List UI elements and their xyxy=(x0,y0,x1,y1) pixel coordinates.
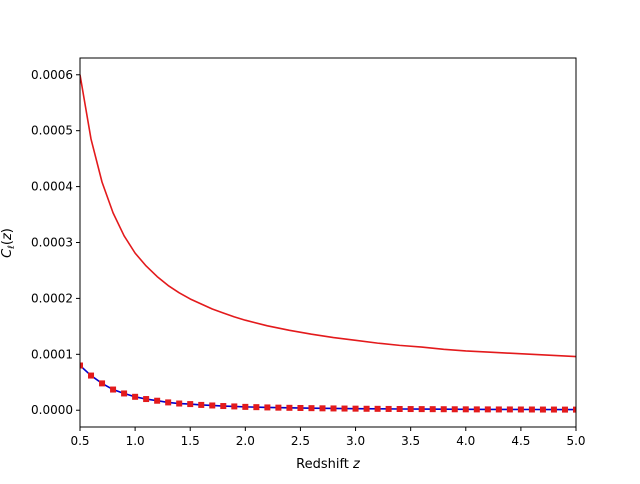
series-point-2 xyxy=(440,406,447,413)
series-point-2 xyxy=(154,397,161,404)
series-point-2 xyxy=(308,405,315,412)
x-tick-label: 5.0 xyxy=(566,434,585,448)
x-tick-label: 2.0 xyxy=(236,434,255,448)
y-tick-label: 0.0002 xyxy=(31,291,73,305)
series-point-2 xyxy=(561,406,568,413)
x-tick-label: 1.0 xyxy=(126,434,145,448)
series-point-2 xyxy=(418,406,425,413)
series-line-0 xyxy=(80,74,576,358)
y-tick-label: 0.0006 xyxy=(31,68,73,82)
series-point-2 xyxy=(99,380,106,387)
series-point-2 xyxy=(319,405,326,412)
series-layer xyxy=(80,74,576,413)
series-point-2 xyxy=(132,393,139,400)
series-point-2 xyxy=(143,396,150,403)
series-point-2 xyxy=(341,405,348,412)
series-point-2 xyxy=(209,402,216,409)
series-point-2 xyxy=(88,372,95,379)
series-point-2 xyxy=(286,404,293,411)
series-point-2 xyxy=(231,403,238,410)
series-point-2 xyxy=(330,405,337,412)
x-tick-label: 3.0 xyxy=(346,434,365,448)
series-point-2 xyxy=(220,403,227,410)
x-tick-label: 1.5 xyxy=(181,434,200,448)
series-point-2 xyxy=(297,404,304,411)
y-axis-label: Cℓ(z) xyxy=(0,228,17,258)
series-point-2 xyxy=(473,406,480,413)
y-axis: 0.0000 0.0001 0.0002 0.0003 0.0004 0.0005 0.00… xyxy=(31,68,80,417)
y-tick-label: 0.0005 xyxy=(31,124,73,138)
series-point-2 xyxy=(242,403,249,410)
series-point-2 xyxy=(264,404,271,411)
series-point-2 xyxy=(80,362,83,369)
series-point-2 xyxy=(573,406,576,413)
series-point-2 xyxy=(429,406,436,413)
series-point-2 xyxy=(451,406,458,413)
series-point-2 xyxy=(462,406,469,413)
x-tick-label: 3.5 xyxy=(401,434,420,448)
series-point-2 xyxy=(198,401,205,408)
x-tick-label: 0.5 xyxy=(70,434,89,448)
series-point-2 xyxy=(484,406,491,413)
series-point-2 xyxy=(528,406,535,413)
series-point-2 xyxy=(275,404,282,411)
y-tick-label: 0.0001 xyxy=(31,347,73,361)
series-point-2 xyxy=(352,405,359,412)
x-axis: 0.5 1.0 1.5 2.0 2.5 3.0 3.5 4.0 4.5 5.0 xyxy=(70,427,586,448)
y-tick-label: 0.0003 xyxy=(31,236,73,250)
x-axis-label: Redshift z xyxy=(296,457,361,472)
series-point-2 xyxy=(165,399,172,406)
x-tick-label: 2.5 xyxy=(291,434,310,448)
series-point-2 xyxy=(363,405,370,412)
x-tick-label: 4.5 xyxy=(511,434,530,448)
series-point-2 xyxy=(110,386,117,393)
series-point-2 xyxy=(396,405,403,412)
series-point-2 xyxy=(253,404,260,411)
series-point-2 xyxy=(121,390,128,397)
series-point-2 xyxy=(517,406,524,413)
series-point-2 xyxy=(539,406,546,413)
series-point-2 xyxy=(495,406,502,413)
x-tick-label: 4.0 xyxy=(456,434,475,448)
series-point-2 xyxy=(550,406,557,413)
series-point-2 xyxy=(407,406,414,413)
y-tick-label: 0.0004 xyxy=(31,180,73,194)
series-point-2 xyxy=(385,405,392,412)
series-point-2 xyxy=(506,406,513,413)
series-point-2 xyxy=(176,400,183,407)
series-point-2 xyxy=(187,401,194,408)
y-tick-label: 0.0000 xyxy=(31,403,73,417)
series-point-2 xyxy=(374,405,381,412)
